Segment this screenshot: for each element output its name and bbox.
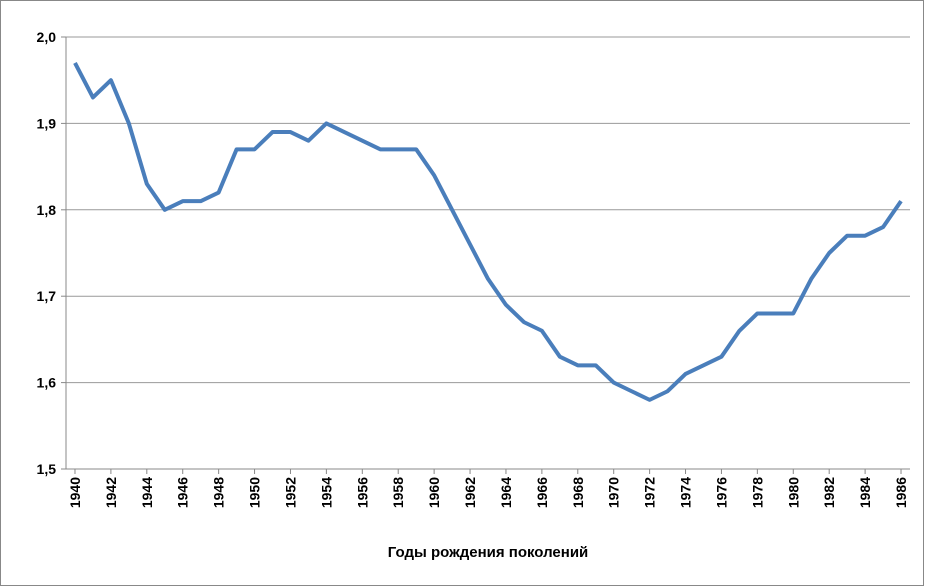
data-line [73,61,903,402]
y-tick-label: 1,9 [37,115,57,131]
y-tick-label: 2,0 [37,29,57,45]
x-tick-label: 1968 [570,477,586,508]
y-tick-label: 1,8 [37,202,57,218]
x-tick-label: 1948 [211,477,227,508]
x-tick-label: 1986 [893,477,909,508]
y-tick-label: 1,7 [37,288,57,304]
x-tick-label: 1984 [857,477,873,508]
x-tick-label: 1980 [785,477,801,508]
x-tick-label: 1946 [175,477,191,508]
x-tick-label: 1964 [498,477,514,508]
y-tick-label: 1,5 [37,461,57,477]
y-tick-label: 1,6 [37,375,57,391]
x-tick-label: 1982 [821,477,837,508]
x-tick-label: 1970 [606,477,622,508]
x-tick-label: 1958 [390,477,406,508]
x-tick-label: 1978 [749,477,765,508]
x-tick-label: 1942 [103,477,119,508]
x-tick-label: 1966 [534,477,550,508]
x-tick-label: 1976 [713,477,729,508]
x-tick-label: 1962 [462,477,478,508]
x-tick-label: 1952 [282,477,298,508]
x-tick-label: 1956 [354,477,370,508]
x-tick-label: 1972 [642,477,658,508]
x-tick-label: 1974 [678,477,694,508]
x-tick-label: 1960 [426,477,442,508]
x-axis-label: Годы рождения поколений [388,544,589,561]
x-tick-label: 1944 [139,477,155,508]
x-tick-label: 1950 [247,477,263,508]
x-tick-label: 1940 [67,477,83,508]
x-tick-label: 1954 [318,477,334,508]
